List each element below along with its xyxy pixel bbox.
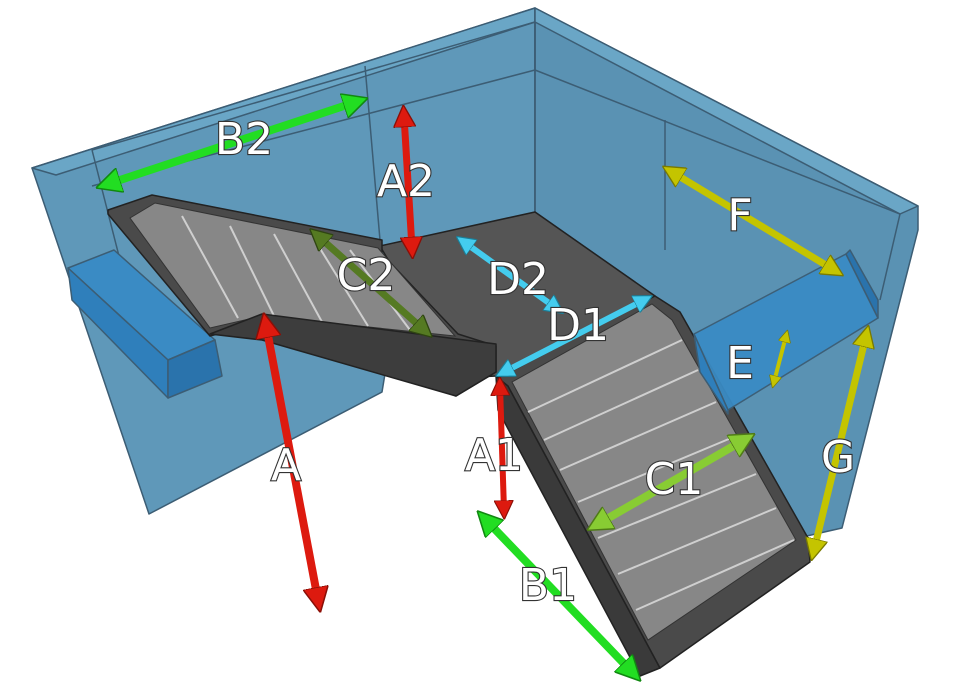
left-box (67, 249, 223, 399)
label-A1: A1 (465, 430, 523, 481)
label-F: F (727, 190, 752, 241)
arrow-C2 (318, 236, 424, 330)
right-box-side (845, 249, 879, 319)
arrow-F (672, 172, 834, 270)
tread-line (229, 225, 277, 321)
tread-line (635, 539, 795, 611)
dimension-labels: A A1 A2 B1 B2 C1 C2 D1 D2 E F G (214, 113, 856, 612)
label-D2: D2 (487, 254, 549, 305)
arrow-D1 (504, 300, 644, 372)
tread-line (543, 369, 699, 441)
label-B1: B1 (519, 560, 577, 611)
arrow-A2 (404, 116, 412, 248)
label-D1: D1 (547, 300, 609, 351)
left-box-side (167, 339, 223, 399)
arrow-G (814, 336, 866, 550)
right-box-front (693, 333, 729, 415)
label-C1: C1 (645, 454, 704, 505)
arrow-A (266, 325, 318, 600)
label-A2: A2 (377, 156, 435, 207)
arrow-D2 (464, 242, 556, 308)
wall-panel-line (879, 213, 901, 301)
arrow-A1 (500, 386, 504, 510)
label-C2: C2 (337, 250, 396, 301)
arrow-E (774, 336, 786, 382)
label-B2: B2 (215, 114, 273, 165)
arrow-B2 (108, 102, 356, 184)
label-A: A (271, 440, 301, 491)
arrow-C1 (598, 440, 744, 524)
dimension-arrows (108, 102, 866, 672)
label-E: E (726, 338, 754, 389)
tread-line (181, 215, 239, 319)
arrow-B1 (486, 520, 632, 672)
label-G: G (821, 432, 855, 483)
